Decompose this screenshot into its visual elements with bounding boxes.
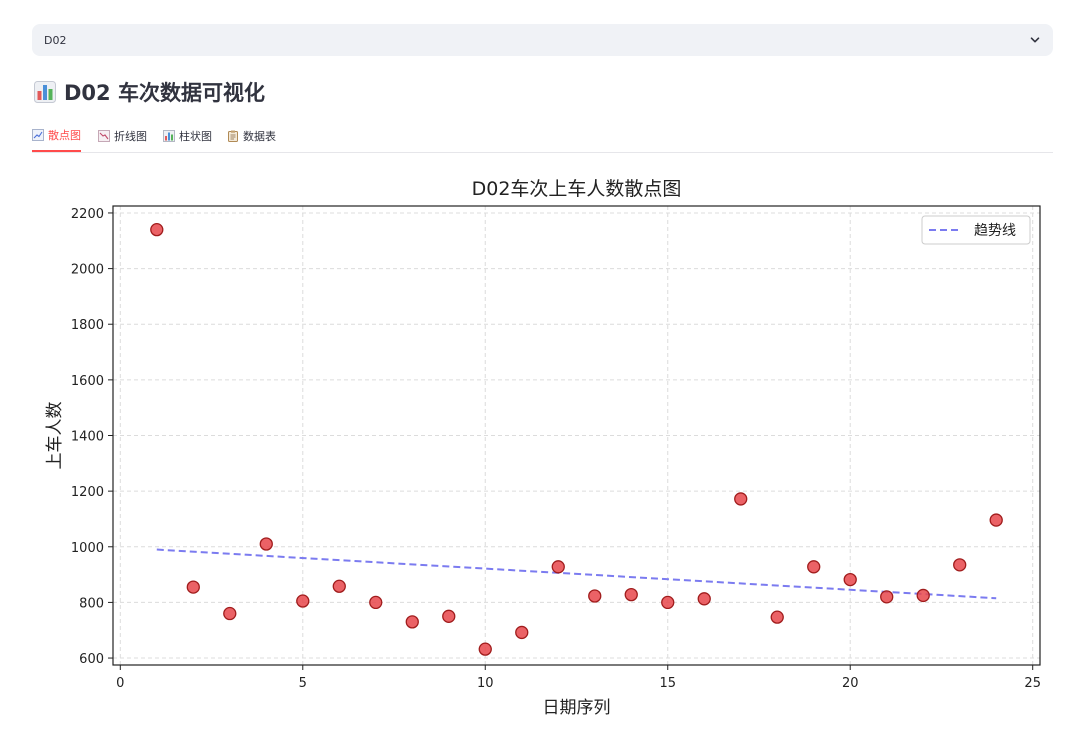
y-axis-label: 上车人数	[45, 402, 65, 470]
data-point	[186, 580, 200, 594]
scatter-chart: 0 5 10 15 20 25 600 800 1000 1200 1400 1600 1800 2000…	[45, 178, 1041, 718]
data-point	[223, 606, 237, 621]
chevron-down-icon[interactable]	[1029, 34, 1041, 46]
data-point	[770, 610, 784, 624]
x-axis-label: 日期序列	[543, 698, 611, 718]
data-point	[843, 572, 857, 587]
car-select[interactable]: D02	[32, 24, 1053, 56]
data-point	[624, 587, 638, 602]
data-point	[150, 222, 164, 237]
x-tick-label: 25	[1024, 676, 1041, 691]
tab-label: 折线图	[114, 130, 147, 143]
y-tick-label: 1000	[71, 541, 104, 556]
bar-chart-icon	[34, 81, 56, 103]
x-tick-label: 5	[299, 676, 307, 691]
legend-label: 趋势线	[974, 223, 1016, 239]
data-point	[807, 560, 821, 574]
legend-box	[921, 215, 1031, 245]
bar-chart-icon	[163, 130, 175, 142]
tab-scatter[interactable]: 散点图	[32, 120, 81, 152]
y-tick-label: 800	[79, 596, 104, 611]
chart-container: 0 5 10 15 20 25 600 800 1000 1200 1400 1600 1800 2000…	[0, 160, 1080, 732]
data-point	[515, 625, 529, 640]
page-title: D02 车次数据可视化	[34, 76, 265, 108]
line-chart-icon	[98, 130, 110, 142]
tab-bar-chart[interactable]: 柱状图	[163, 120, 212, 152]
page-title-text: D02 车次数据可视化	[64, 81, 265, 105]
data-point	[332, 579, 346, 593]
y-tick-label: 1800	[71, 318, 104, 333]
trend-line	[156, 548, 997, 600]
y-tick-label: 1200	[71, 485, 104, 500]
clipboard-icon	[227, 130, 239, 142]
y-tick-label: 1600	[71, 374, 104, 389]
tab-label: 柱状图	[179, 130, 212, 143]
data-point	[916, 588, 930, 603]
tab-line[interactable]: 折线图	[98, 120, 147, 152]
data-point	[588, 589, 602, 603]
data-point	[259, 537, 273, 551]
tab-bar: 散点图 折线图 柱状图 数据表	[32, 120, 1053, 153]
data-point	[661, 595, 675, 610]
y-tick-label: 2200	[71, 207, 104, 222]
select-value: D02	[44, 33, 67, 47]
x-tick-label: 10	[477, 676, 494, 691]
tab-label: 散点图	[48, 129, 81, 142]
tab-label: 数据表	[243, 130, 276, 143]
y-tick-label: 600	[79, 652, 104, 667]
x-tick-label: 0	[116, 676, 124, 691]
y-tick-label: 1400	[71, 430, 104, 445]
data-point	[697, 592, 711, 606]
data-point	[880, 590, 894, 604]
x-tick-label: 15	[659, 676, 676, 691]
chart-title: D02车次上车人数散点图	[472, 178, 682, 200]
tab-data-table[interactable]: 数据表	[227, 120, 276, 152]
data-point	[442, 609, 456, 623]
data-point	[953, 558, 967, 572]
y-tick-label: 2000	[71, 263, 104, 278]
x-tick-label: 20	[842, 676, 859, 691]
data-point	[369, 595, 383, 610]
data-point	[478, 642, 492, 656]
data-point	[989, 513, 1003, 527]
scatter-chart-icon	[32, 129, 44, 141]
data-point	[296, 594, 310, 608]
data-point	[734, 492, 748, 506]
data-point	[551, 560, 565, 574]
data-point	[405, 615, 419, 629]
